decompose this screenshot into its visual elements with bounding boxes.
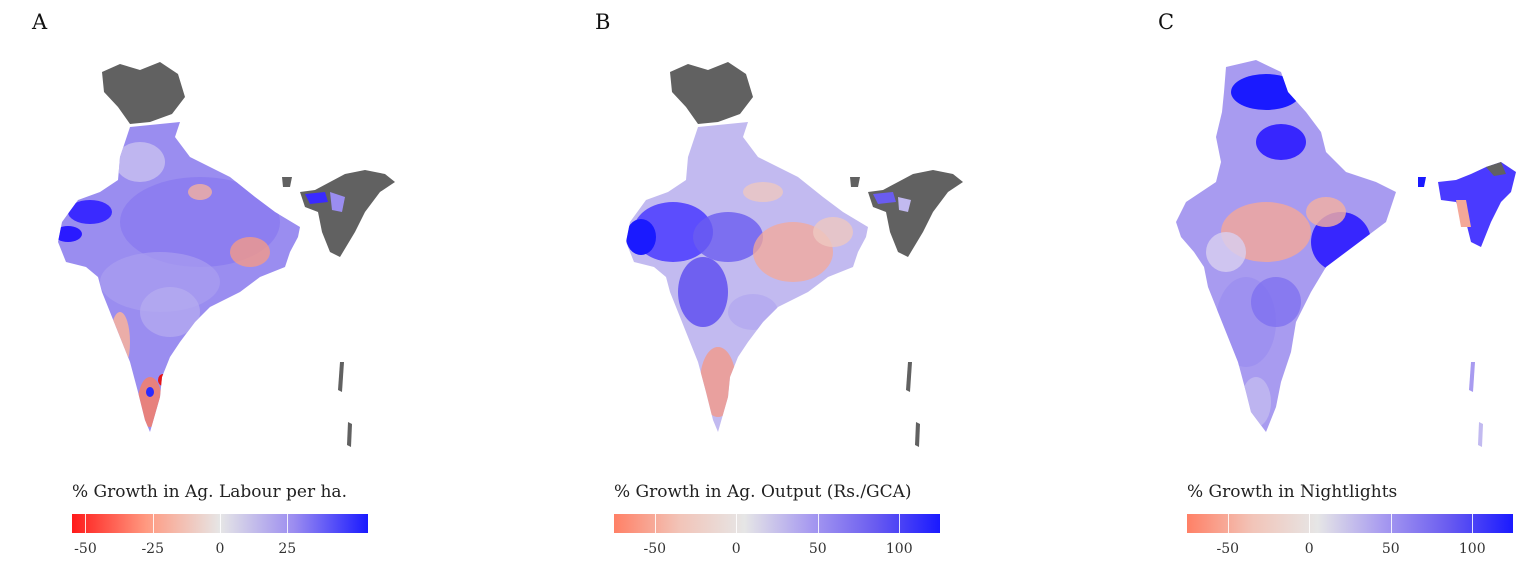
- panel-letter: C: [1158, 10, 1175, 34]
- panel-b: B: [513, 0, 1026, 588]
- mainland-india: [626, 122, 868, 432]
- legend-tick-label: 0: [731, 541, 741, 557]
- india-map: [1026, 52, 1539, 452]
- legend-tick-mark: [1309, 514, 1311, 533]
- legend-tick-mark: [152, 514, 154, 533]
- legend-tick-label: 0: [215, 541, 225, 557]
- legend-tick-label: -50: [74, 541, 97, 557]
- india-map: [0, 52, 513, 452]
- legend-tick-mark: [1472, 514, 1474, 533]
- legend-tick-mark: [1390, 514, 1392, 533]
- legend-tick-mark: [899, 514, 901, 533]
- northeast-region: [868, 170, 963, 257]
- india-choropleth-map: [1176, 60, 1516, 447]
- northeast-region: [300, 170, 395, 257]
- legend-tick-label: -50: [1216, 541, 1240, 557]
- legend-tick-mark: [654, 514, 656, 533]
- legend-tick-label: 50: [808, 541, 827, 557]
- panel-a: A: [0, 0, 513, 588]
- legend-title: % Growth in Ag. Labour per ha.: [72, 482, 347, 502]
- legend-tick-mark: [1227, 514, 1229, 533]
- panel-c: C % Grow: [1026, 0, 1539, 588]
- panel-letter: B: [595, 10, 611, 34]
- legend-tick-label: -50: [643, 541, 667, 557]
- legend-tick-mark: [220, 514, 221, 533]
- india-choropleth-map: [626, 62, 963, 447]
- no-data-region-north: [102, 62, 185, 124]
- panel-letter: A: [32, 10, 48, 34]
- color-scale-bar: [614, 514, 940, 533]
- northeast-region: [1438, 162, 1516, 247]
- legend-tick-mark: [817, 514, 819, 533]
- legend-tick-label: 100: [1458, 541, 1486, 557]
- legend-tick-label: 100: [885, 541, 913, 557]
- color-scale-bar: [1187, 514, 1513, 533]
- legend-title: % Growth in Nightlights: [1187, 482, 1398, 502]
- legend-title: % Growth in Ag. Output (Rs./GCA): [614, 482, 912, 502]
- legend-tick-label: 0: [1304, 541, 1314, 557]
- legend-tick-label: 25: [278, 541, 297, 557]
- legend-tick-label: -25: [141, 541, 164, 557]
- india-map: [513, 52, 1026, 452]
- legend-tick-label: 50: [1381, 541, 1400, 557]
- legend-tick-mark: [736, 514, 738, 533]
- india-choropleth-map: [58, 62, 395, 447]
- legend-tick-mark: [85, 514, 87, 533]
- legend-tick-mark: [287, 514, 289, 533]
- no-data-region-north: [670, 62, 753, 124]
